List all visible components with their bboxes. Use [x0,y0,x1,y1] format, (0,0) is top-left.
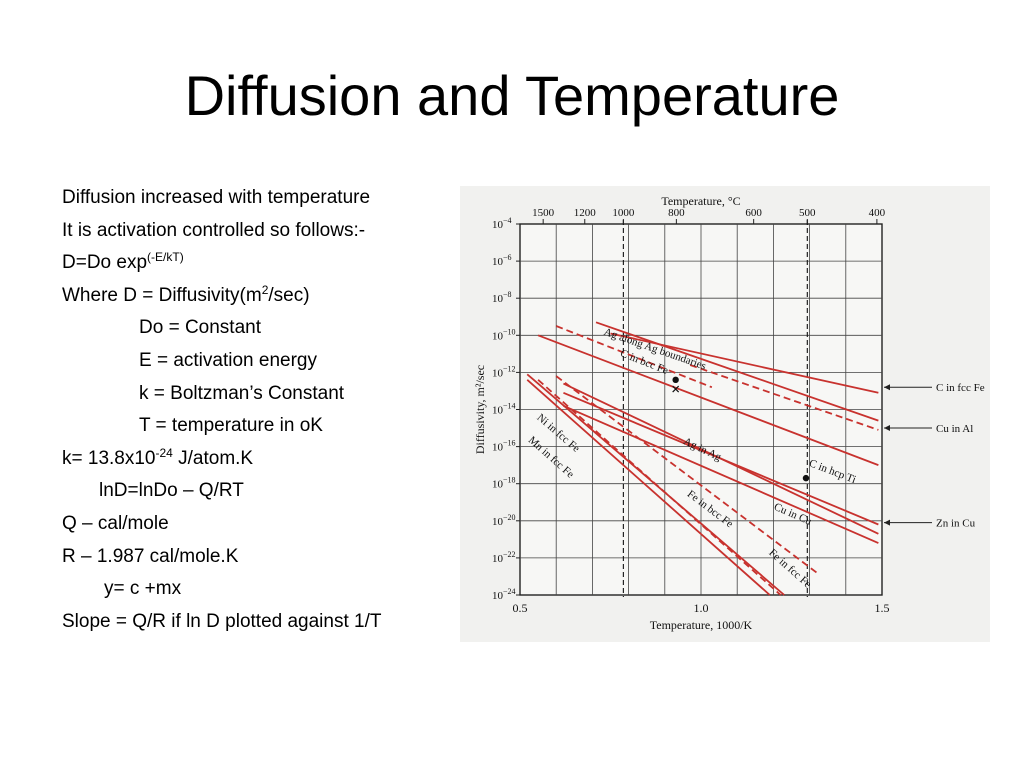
y-tick-exponent: −24 [503,587,516,596]
definition-item: k = Boltzman’s Constant [139,382,345,404]
top-tick-label: 1500 [532,207,555,219]
y-tick-exponent: −20 [503,513,516,522]
right-series-label: C in fcc Fe [936,382,985,394]
data-point-marker [672,376,679,384]
series-line-c-in-hcp-ti [537,334,879,466]
x-tick-label: 0.5 [513,601,528,615]
y-tick-exponent: −14 [503,402,516,411]
y-tick-exponent: −16 [503,439,516,448]
label-arrow-head [884,384,890,391]
formula-text: D=Do exp [62,252,148,274]
y-tick-label: 10−16 [492,439,516,454]
definition-suffix: /sec) [268,284,310,306]
top-tick-label: 1000 [612,207,635,219]
top-axis-title: Temperature, °C [661,194,740,208]
top-tick-label: 400 [869,207,886,219]
diffusivity-chart: 10−4 10−6 10−8 10−10 10−12 10−14 10−16 10−18 10−… [460,186,990,642]
definition-item: Do = Constant [139,317,261,339]
slide-title: Diffusion and Temperature [184,64,840,127]
definition-item: E = activation energy [139,349,317,371]
y-tick-exponent: −10 [503,327,516,336]
definition-superscript: 2 [261,282,269,297]
y-tick-exponent: −12 [503,364,516,373]
text-line: It is activation controlled so follows:- [62,219,366,241]
data-point-marker [802,474,810,482]
definition-text: Where D = Diffusivity(m [62,284,262,306]
x-tick-label: 1.5 [875,601,890,615]
label-arrow-head [884,425,890,432]
y-tick-label: 10−22 [492,550,516,565]
y-tick-exponent: −18 [503,476,516,485]
x-tick-label: 1.0 [694,601,709,615]
bullet-text-block: Diffusion increased with temperature It … [62,182,462,638]
right-series-label: Zn in Cu [936,518,976,530]
series-line-ag-along-ag-boundaries [595,321,879,422]
top-tick-label: 800 [668,207,685,219]
formula-superscript: (-E/kT) [147,250,184,265]
right-series-label: Cu in Al [936,423,973,435]
y-axis-title: Diffusivity, m²/sec [473,365,487,454]
top-tick-label: 500 [799,207,816,219]
definition-line: Where D = Diffusivity(m2/sec) [62,280,462,313]
cross-marker [672,385,680,393]
chart-svg: 10−4 10−6 10−8 10−10 10−12 10−14 10−16 10−18 10−… [473,194,985,632]
label-arrow-head [884,519,890,526]
series-line-c-in-fcc-fe [610,332,879,394]
y-tick-label: 10−12 [492,364,516,379]
y-tick-label: 10−18 [492,476,516,491]
chart-series [526,321,879,596]
equation-line: lnD=lnDo – Q/RT [99,480,244,502]
series-line-cu-in-cu [563,404,879,544]
text-line: Diffusion increased with temperature [62,187,371,208]
y-tick-label: 10−8 [492,290,512,305]
y-tick-label: 10−10 [492,327,516,342]
definition-item: T = temperature in oK [139,415,323,437]
y-tick-label: 10−6 [492,253,512,268]
text-line: Slope = Q/R if ln D plotted against 1/T [62,610,382,632]
y-tick-exponent: −22 [503,550,516,559]
reference-lines [622,220,808,597]
chart-grid [519,223,883,596]
y-tick-label: 10−4 [492,216,512,231]
constant-superscript: -24 [155,445,173,460]
constant-text: k= 13.8x10 [62,447,156,469]
y-tick-label: 10−20 [492,513,516,528]
y-tick-exponent: −8 [503,290,512,299]
constant-line: k= 13.8x10-24 J/atom.K [62,443,462,476]
text-line: R – 1.987 cal/mole.K [62,545,239,567]
x-axis-title: Temperature, 1000/K [650,618,753,632]
series-line-c-in-bcc-fe [555,325,713,389]
y-tick-exponent: −6 [503,253,512,262]
series-line-zn-in-cu [563,391,879,526]
constant-suffix: J/atom.K [172,447,254,469]
top-tick-label: 600 [745,207,762,219]
series-line-mn-in-fcc-fe [526,379,771,596]
formula-line: D=Do exp(-E/kT) [62,247,462,280]
top-tick-label: 1200 [574,207,597,219]
y-tick-label: 10−24 [492,587,516,602]
y-tick-label: 10−14 [492,402,516,417]
equation-line: y= c +mx [104,578,182,600]
series-line-fe-in-fcc-fe [537,379,782,596]
y-tick-exponent: −4 [503,216,512,225]
text-line: Q – cal/mole [62,512,169,534]
chart-markers [672,376,810,482]
series-line-cu-in-al [689,364,879,431]
